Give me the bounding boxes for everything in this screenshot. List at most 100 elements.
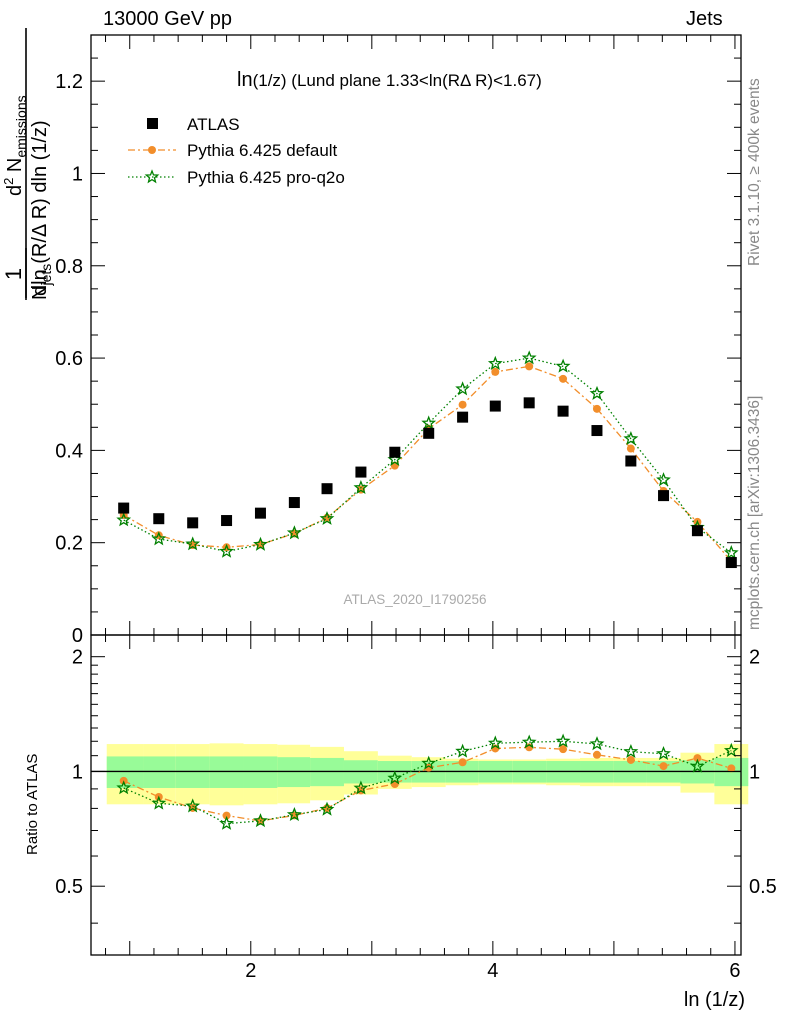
ratio-default-point	[559, 745, 568, 754]
default-point	[559, 374, 568, 383]
chart-title: ln(1/z) (Lund plane 1.33<ln(RΔ R)<1.67)	[237, 69, 542, 91]
legend-label-default: Pythia 6.425 default	[187, 141, 338, 160]
default-point	[525, 362, 534, 371]
default-line	[123, 365, 732, 562]
ratio-pro-q2o-point	[589, 736, 605, 751]
x-tick-label: 4	[487, 960, 498, 982]
pro-q2o-point	[219, 543, 235, 558]
atlas-point	[591, 425, 603, 437]
y-label-numerator: d2 Nemissions	[1, 95, 29, 196]
pro-q2o-point	[723, 544, 739, 560]
atlas-point	[221, 515, 233, 527]
ratio-pro-q2o-line	[123, 740, 732, 825]
atlas-point	[691, 525, 703, 537]
y-tick-label: 1	[72, 163, 83, 185]
atlas-point	[489, 400, 501, 412]
ratio-y-tick-label-right: 2	[749, 647, 760, 669]
atlas-point	[254, 507, 266, 519]
ratio-default-point	[693, 754, 702, 763]
y-axis-label: 1 Njets d2 Nemissions dln (R/Δ R) dln (1…	[1, 28, 54, 300]
pro-q2o-point	[487, 355, 503, 370]
pro-q2o-point	[656, 472, 671, 487]
pro-q2o-line	[123, 357, 732, 554]
atlas-point	[457, 411, 469, 423]
y-tick-label: 0	[72, 625, 83, 647]
y-tick-label: 0.4	[55, 440, 83, 462]
x-tick-label: 2	[245, 960, 256, 982]
ratio-pro-q2o-point	[421, 755, 437, 770]
ratio-default-point	[525, 743, 534, 752]
ratio-default-point	[659, 762, 668, 771]
ratio-panel-series	[116, 733, 739, 830]
pro-q2o-point	[319, 510, 335, 525]
ratio-pro-q2o-point	[319, 801, 335, 816]
stat-band-bin	[277, 757, 311, 788]
y-label-njets: Njets	[29, 264, 54, 300]
ratio-pro-q2o-point	[151, 795, 167, 810]
atlas-point	[153, 513, 165, 525]
atlas-point	[625, 455, 637, 467]
ratio-default-point	[458, 758, 467, 767]
legend-label-atlas: ATLAS	[187, 115, 240, 134]
ratio-pro-q2o-point	[253, 813, 268, 828]
ratio-default-point	[424, 763, 433, 772]
y-label-denominator: dln (R/Δ R) dln (1/z)	[29, 120, 51, 296]
ratio-y-tick-label: 0.5	[55, 876, 83, 898]
legend-marker-atlas	[147, 118, 158, 129]
ratio-pro-q2o-point	[116, 780, 132, 795]
pro-q2o-point	[521, 350, 537, 365]
main-panel-series	[116, 350, 739, 569]
y-tick-label: 0.2	[55, 533, 83, 555]
analysis-label: ATLAS_2020_I1790256	[343, 592, 486, 607]
ratio-default-point	[222, 811, 231, 820]
pro-q2o-point	[589, 385, 605, 400]
ratio-pro-q2o-point	[185, 798, 201, 813]
pro-q2o-point	[253, 536, 268, 551]
stat-band-bin	[143, 756, 176, 788]
stat-band-bin	[175, 756, 210, 788]
default-point	[188, 541, 197, 549]
ratio-pro-q2o-point	[353, 780, 369, 795]
atlas-point	[355, 466, 367, 478]
ratio-default-point	[626, 755, 635, 764]
ratio-default-point	[290, 811, 299, 820]
pro-q2o-point	[185, 536, 201, 551]
ratio-default-point	[727, 764, 736, 773]
ratio-pro-q2o-point	[286, 806, 302, 822]
pro-q2o-point	[286, 525, 302, 540]
ratio-pro-q2o-point	[689, 758, 705, 773]
axis-ticks: 0 0.2 0.4 0.6 0.8 1 1.2 2 4 6 0.5 0.5 1 1 2 2	[55, 34, 777, 982]
legend: ATLAS Pythia 6.425 default Pythia 6.425 …	[128, 115, 345, 187]
x-tick-label: 6	[729, 960, 740, 982]
ratio-y-tick-label: 1	[72, 761, 83, 783]
atlas-point	[118, 502, 130, 514]
x-axis-label: ln (1/z)	[684, 989, 745, 1011]
ratio-pro-q2o-point	[623, 743, 639, 758]
atlas-point	[523, 397, 535, 409]
legend-marker-pro-q2o	[144, 169, 160, 184]
ratio-pro-q2o-point	[219, 815, 235, 830]
default-point	[458, 400, 467, 409]
ratio-pro-q2o-point	[723, 742, 739, 757]
pro-q2o-point	[421, 415, 437, 430]
ratio-pro-q2o-point	[455, 743, 470, 758]
pro-q2o-point	[151, 531, 167, 546]
ratio-y-label: Ratio to ATLAS	[24, 754, 41, 855]
default-point	[626, 444, 635, 453]
stat-band-bin	[209, 756, 244, 788]
ratio-pro-q2o-point	[521, 734, 537, 749]
ratio-pro-q2o-point	[487, 735, 503, 750]
atlas-point	[321, 483, 333, 495]
y-tick-label: 0.8	[55, 256, 83, 278]
pro-q2o-point	[623, 431, 639, 446]
atlas-point	[658, 490, 670, 502]
ratio-panel-frame	[90, 634, 742, 956]
y-label-frac-numerator: 1	[1, 268, 26, 280]
header-left: 13000 GeV pp	[103, 8, 232, 30]
y-tick-label: 0.6	[55, 348, 83, 370]
ratio-pro-q2o-point	[387, 770, 403, 785]
pro-q2o-point	[353, 480, 369, 495]
atlas-point	[557, 405, 569, 417]
legend-label-pro-q2o: Pythia 6.425 pro-q2o	[187, 168, 345, 187]
